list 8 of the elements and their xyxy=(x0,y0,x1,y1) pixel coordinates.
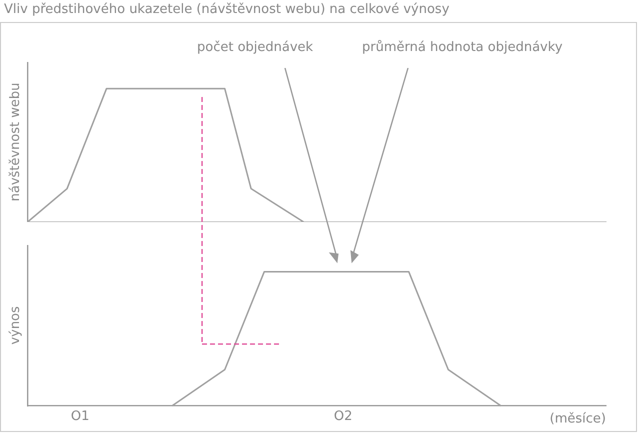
x-axis-title: (měsíce) xyxy=(550,412,606,427)
x-tick-label: O2 xyxy=(334,408,352,424)
y-axis-title: návštěvnost webu xyxy=(8,82,24,202)
text: průměrná hodnota objednávky xyxy=(362,40,563,55)
chart-title: Vliv předstihového ukazetele (návštěvnost webu) na celkové výnosy xyxy=(4,2,450,17)
x-tick-label: O1 xyxy=(70,408,90,424)
y-axis-title: výnos xyxy=(8,306,24,345)
text: počet objednávek xyxy=(197,40,314,55)
